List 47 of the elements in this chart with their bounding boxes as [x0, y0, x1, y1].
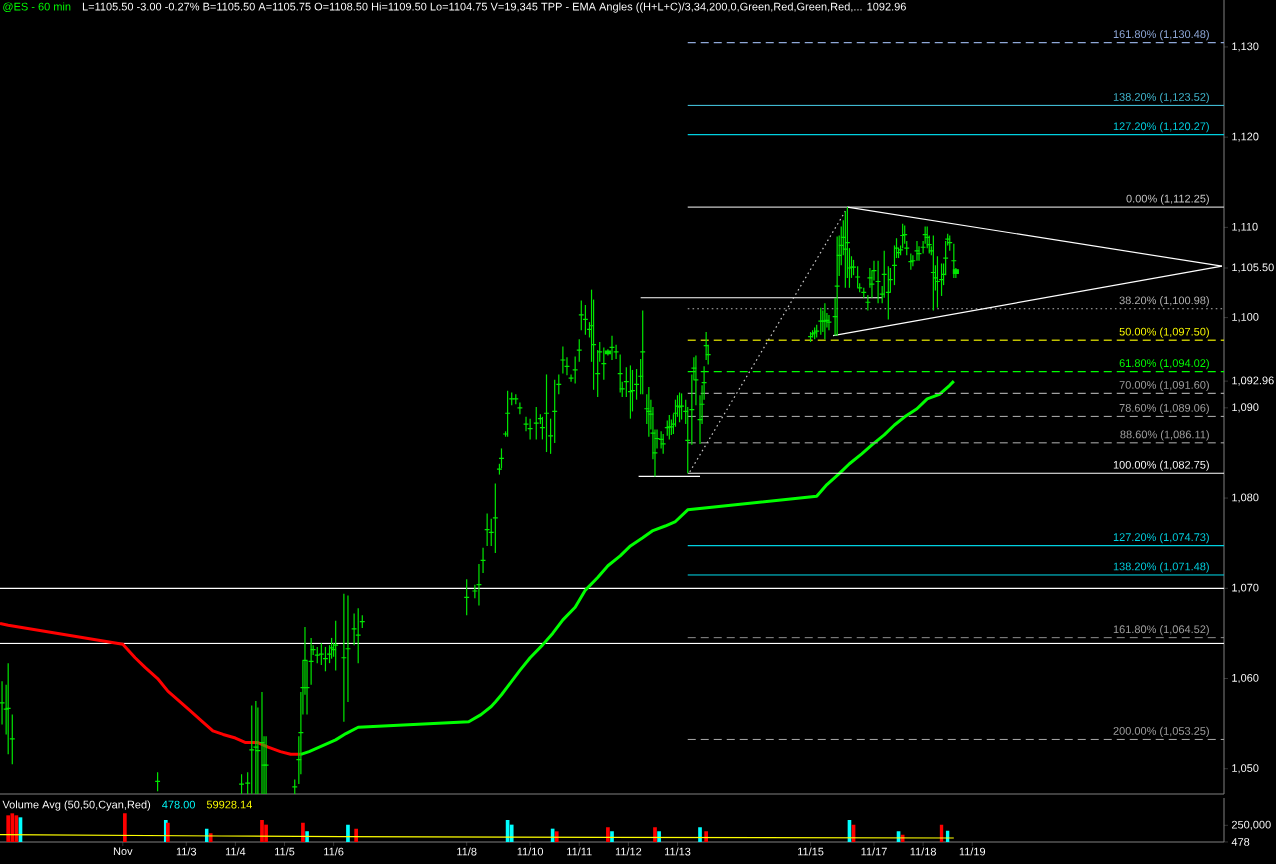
x-tick-label: Nov	[113, 847, 133, 856]
series-label: 50.00% (1,097.50)	[1119, 327, 1209, 338]
annotation: 59928.14	[206, 800, 252, 809]
x-tick-label: 11/12	[615, 847, 642, 856]
series-label: 88.60% (1,086.11)	[1120, 430, 1209, 441]
y-tick-label: 1,050	[1232, 764, 1259, 774]
series-label: 70.00% (1,091.60)	[1119, 380, 1209, 392]
series-label: 161.80% (1,130.48)	[1113, 29, 1209, 41]
y-tick-label: 478	[1231, 838, 1250, 846]
series-label: 78.60% (1,089.06)	[1119, 403, 1209, 414]
series-label: 127.20% (1,074.73)	[1113, 532, 1209, 544]
x-tick-label: 11/6	[324, 847, 344, 856]
x-tick-label: 11/8	[457, 847, 477, 856]
chart-subtitle: L=1105.50 -3.00 -0.27% B=1105.50 A=1105.75 O=1108.50 Hi=1109.50 Lo=1104.75 V=19,345 TPP - EMA Angles ((H+L+C)/3,34,200,0,Green,Red,Green,Red,... 1092.96	[82, 2, 906, 13]
annotation: 478.00	[162, 800, 195, 809]
x-tick-label: 11/17	[861, 847, 887, 856]
y-tick-label: 1,120	[1232, 132, 1259, 142]
series-label: 161.80% (1,064.52)	[1113, 625, 1209, 636]
series-label: 38.20% (1,100.98)	[1119, 296, 1209, 307]
x-tick-label: 11/5	[275, 847, 295, 856]
y-tick-label: 1,070	[1232, 583, 1259, 593]
y-tick-label: 1,105.50	[1232, 263, 1274, 273]
x-tick-label: 11/13	[664, 847, 691, 856]
y-tick-label: 1,090	[1232, 403, 1259, 413]
series-label: 0.00% (1,112.25)	[1126, 194, 1209, 205]
x-tick-label: 11/10	[517, 847, 544, 856]
x-tick-label: 11/18	[910, 847, 936, 856]
series-label: 127.20% (1,120.27)	[1113, 122, 1209, 133]
series-label: 100.00% (1,082.75)	[1113, 460, 1209, 471]
y-tick-label: 1,100	[1232, 313, 1259, 323]
y-tick-label: 1,130	[1232, 42, 1259, 52]
series-label: 200.00% (1,053.25)	[1113, 726, 1209, 738]
y-tick-label: 1,080	[1232, 493, 1259, 503]
x-tick-label: 11/3	[176, 847, 197, 856]
series-label: 61.80% (1,094.02)	[1119, 358, 1209, 370]
chart-title: @ES - 60 min	[3, 2, 71, 12]
x-tick-label: 11/15	[798, 847, 824, 856]
chart-title: Volume Avg (50,50,Cyan,Red)	[2, 800, 151, 811]
series-label: 138.20% (1,123.52)	[1113, 92, 1209, 104]
y-tick-label: 1,110	[1232, 222, 1258, 232]
series-label: 138.20% (1,071.48)	[1113, 562, 1209, 573]
x-tick-label: 11/19	[959, 847, 986, 856]
y-tick-label: 1,092.96	[1232, 376, 1274, 386]
x-tick-label: 11/11	[567, 847, 592, 856]
y-tick-label: 250,000	[1231, 820, 1271, 830]
x-tick-label: 11/4	[225, 847, 246, 856]
y-tick-label: 1,060	[1232, 673, 1259, 684]
